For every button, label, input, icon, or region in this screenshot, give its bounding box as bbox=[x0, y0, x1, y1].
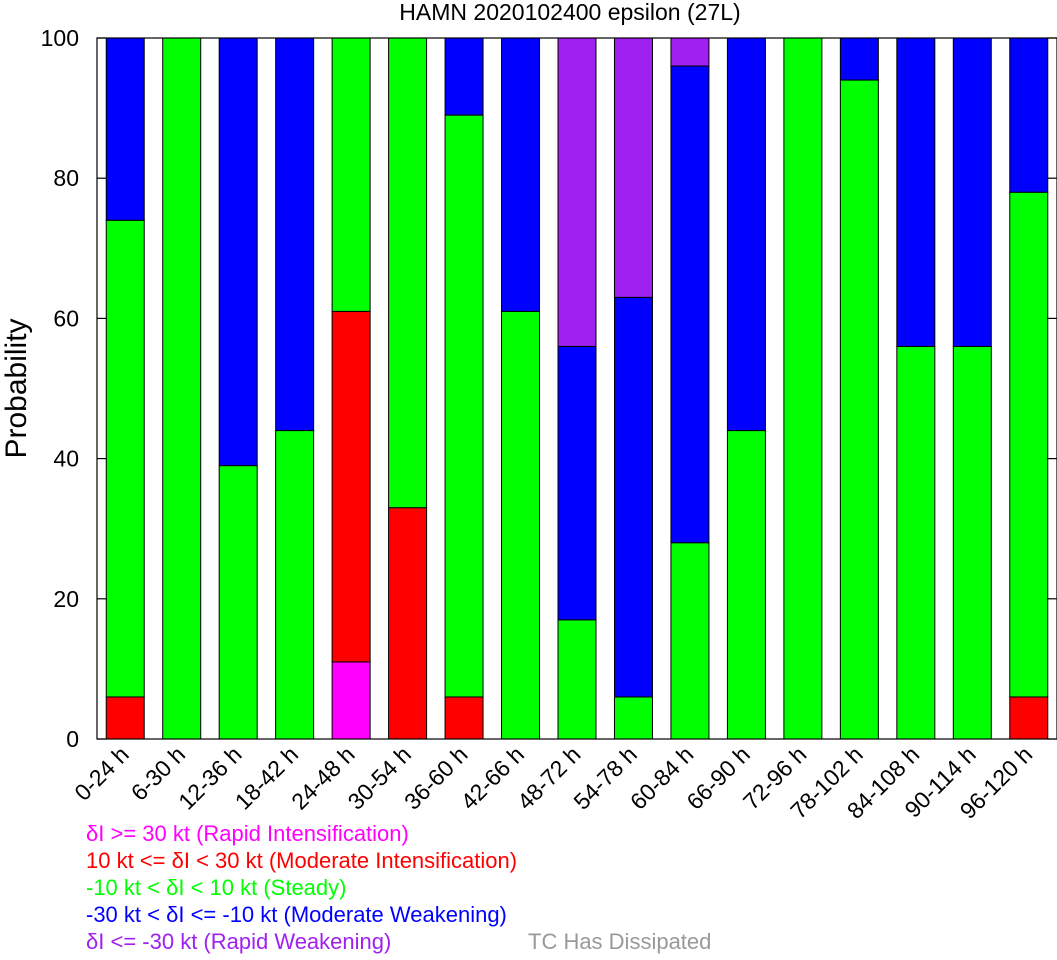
bar-segment-rapid-weakening-60-84h bbox=[670, 37, 710, 67]
legend: δI >= 30 kt (Rapid Intensification) 10 k… bbox=[86, 820, 517, 955]
bar-segment-steady-18-42h bbox=[275, 430, 315, 740]
legend-item-moderate-intensification: 10 kt <= δI < 30 kt (Moderate Intensific… bbox=[86, 848, 518, 873]
y-axis-label: Probability bbox=[0, 318, 33, 458]
legend-item-tc-dissipated: TC Has Dissipated bbox=[528, 929, 712, 954]
y-tick-label: 80 bbox=[53, 165, 79, 191]
bar-segment-rapid-intensification-24-48h bbox=[331, 661, 371, 740]
bar-segment-steady-24-48h bbox=[331, 37, 371, 312]
bar-segment-steady-48-72h bbox=[557, 619, 597, 740]
bar-segment-moderate-intensification-96-120h bbox=[1009, 696, 1049, 740]
bar-segment-moderate-weakening-36-60h bbox=[444, 37, 484, 116]
chart-title: HAMN 2020102400 epsilon (27L) bbox=[399, 0, 740, 25]
bar-segment-moderate-weakening-60-84h bbox=[670, 65, 710, 544]
bar-segment-steady-42-66h bbox=[501, 310, 541, 740]
bar-segment-steady-30-54h bbox=[388, 37, 428, 509]
bar-segment-moderate-weakening-54-78h bbox=[613, 296, 653, 698]
bar-segment-steady-60-84h bbox=[670, 542, 710, 740]
bar-segment-rapid-weakening-48-72h bbox=[557, 37, 597, 347]
plot-frame bbox=[96, 37, 1057, 740]
y-tick-label: 100 bbox=[41, 25, 79, 51]
legend-item-steady: -10 kt < δI < 10 kt (Steady) bbox=[86, 875, 347, 900]
bar-segment-steady-72-96h bbox=[783, 37, 823, 740]
bar-segment-steady-90-114h bbox=[952, 345, 992, 740]
legend-item-rapid-weakening: δI <= -30 kt (Rapid Weakening) bbox=[86, 929, 392, 954]
bar-segment-steady-84-108h bbox=[896, 345, 936, 740]
bar-segment-steady-0-24h bbox=[105, 219, 145, 698]
bar-segment-moderate-weakening-78-102h bbox=[839, 37, 879, 81]
legend-item-moderate-weakening: -30 kt < δI <= -10 kt (Moderate Weakenin… bbox=[86, 902, 507, 927]
bar-segment-moderate-weakening-42-66h bbox=[501, 37, 541, 312]
bar-segment-moderate-intensification-36-60h bbox=[444, 696, 484, 740]
bar-segment-moderate-weakening-0-24h bbox=[105, 37, 145, 221]
bar-segment-moderate-weakening-96-120h bbox=[1009, 37, 1049, 193]
bar-segment-steady-36-60h bbox=[444, 114, 484, 698]
bars-layer bbox=[105, 37, 1049, 740]
bar-segment-moderate-weakening-66-90h bbox=[726, 37, 766, 432]
bar-segment-steady-66-90h bbox=[726, 430, 766, 740]
bar-segment-moderate-weakening-84-108h bbox=[896, 37, 936, 347]
y-tick-label: 0 bbox=[66, 726, 79, 752]
bar-segment-moderate-intensification-24-48h bbox=[331, 310, 371, 663]
bar-segment-steady-96-120h bbox=[1009, 191, 1049, 698]
x-tick-labels: 0-24 h6-30 h12-36 h18-42 h24-48 h30-54 h… bbox=[69, 741, 1037, 824]
y-tick-label: 20 bbox=[53, 586, 79, 612]
legend-item-rapid-intensification: δI >= 30 kt (Rapid Intensification) bbox=[86, 821, 409, 846]
bar-segment-steady-12-36h bbox=[218, 465, 258, 740]
bar-segment-steady-54-78h bbox=[613, 696, 653, 740]
bar-segment-rapid-weakening-54-78h bbox=[613, 37, 653, 298]
bar-segment-moderate-intensification-30-54h bbox=[388, 507, 428, 740]
bar-segment-moderate-weakening-48-72h bbox=[557, 345, 597, 621]
y-tick-label: 60 bbox=[53, 305, 79, 331]
bar-segment-moderate-weakening-12-36h bbox=[218, 37, 258, 467]
y-ticks: 0 20 40 60 80 100 bbox=[41, 25, 1057, 752]
bar-segment-steady-6-30h bbox=[162, 37, 202, 740]
bar-segment-steady-78-102h bbox=[839, 79, 879, 740]
bar-segment-moderate-weakening-90-114h bbox=[952, 37, 992, 347]
bar-segment-moderate-intensification-0-24h bbox=[105, 696, 145, 740]
bar-segment-moderate-weakening-18-42h bbox=[275, 37, 315, 432]
y-tick-label: 40 bbox=[53, 446, 79, 472]
